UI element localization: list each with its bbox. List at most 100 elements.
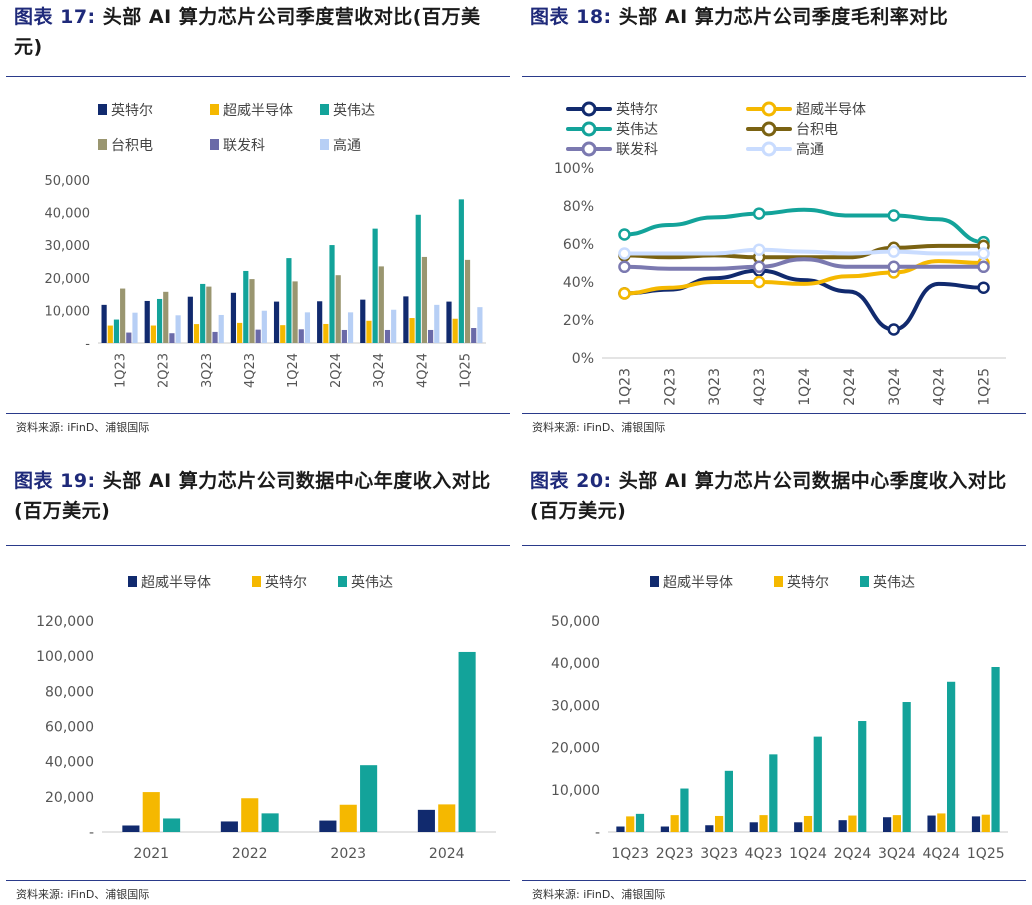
bar: [329, 245, 335, 343]
legend-swatch: [210, 139, 219, 150]
x-tick-label: 4Q24: [415, 353, 430, 388]
legend-marker: [581, 101, 597, 117]
bar: [378, 266, 384, 343]
bar: [163, 818, 181, 832]
footer-rule: [522, 880, 1026, 881]
legend-label: 英特尔: [616, 101, 658, 118]
panel-quarterly-revenue: 图表 17: 头部 AI 算力芯片公司季度营收对比(百万美元) 英特尔 超威半导体…: [0, 0, 516, 452]
data-point: [752, 243, 766, 256]
bar: [122, 825, 140, 832]
panel-dc-annual-revenue: 图表 19: 头部 AI 算力芯片公司数据中心年度收入对比(百万美元) 超威半导…: [0, 452, 516, 904]
data-point: [752, 260, 766, 274]
y-tick-label: 40,000: [45, 207, 91, 222]
data-point: [618, 260, 631, 274]
x-tick-label: 1Q23: [617, 368, 633, 406]
legend-label: 联发科: [616, 142, 658, 158]
legend-label: 台积电: [111, 138, 153, 154]
x-tick-label: 1Q23: [114, 353, 129, 388]
bar: [113, 319, 120, 343]
footer-rule: [6, 880, 510, 881]
legend-label: 超威半导体: [796, 102, 866, 118]
y-tick-label: 50,000: [551, 614, 600, 630]
bar: [156, 298, 163, 343]
legend-label: 高通: [333, 137, 361, 154]
x-tick-label: 3Q23: [700, 846, 738, 862]
bar: [144, 300, 150, 343]
y-tick-label: 60,000: [45, 720, 94, 736]
x-tick-label: 2Q24: [842, 368, 858, 406]
y-tick-label: -: [85, 337, 90, 352]
series-line: [622, 259, 986, 296]
y-tick-label: 20,000: [45, 790, 94, 806]
bar: [670, 815, 679, 832]
bar: [317, 301, 323, 343]
legend-label: 英伟达: [873, 574, 915, 591]
x-tick-label: 3Q24: [887, 368, 903, 406]
y-tick-label: 40,000: [45, 755, 94, 771]
chart-title: 图表 17: 头部 AI 算力芯片公司季度营收对比(百万美元): [14, 6, 481, 58]
bar: [335, 275, 341, 343]
panel-gross-margin: 图表 18: 头部 AI 算力芯片公司季度毛利率对比 英特尔 超威半导体 英伟达 台积…: [516, 0, 1032, 452]
bar: [660, 826, 669, 832]
x-tick-label: 2022: [232, 846, 268, 862]
chart-title: 图表 19: 头部 AI 算力芯片公司数据中心年度收入对比(百万美元): [14, 470, 491, 522]
x-tick-label: 1Q23: [611, 846, 649, 862]
bar: [339, 804, 357, 832]
source-note: 资料来源: iFinD、浦银国际: [16, 421, 150, 434]
bar: [292, 281, 298, 343]
y-tick-label: 80,000: [45, 684, 94, 700]
data-point: [977, 260, 990, 274]
legend-marker: [581, 141, 597, 157]
x-tick-label: 2Q23: [656, 846, 694, 862]
bar: [417, 809, 435, 832]
bar: [927, 815, 936, 832]
bar: [107, 325, 113, 343]
series-line: [622, 257, 986, 271]
x-tick-label: 4Q24: [932, 368, 948, 406]
data-point: [752, 275, 766, 289]
footer-rule: [522, 413, 1026, 414]
series-line: [622, 207, 986, 245]
bar: [249, 279, 255, 343]
legend-marker: [761, 121, 777, 137]
bar: [255, 329, 261, 343]
x-tick-label: 2023: [330, 846, 366, 862]
bar: [237, 322, 243, 343]
source-note: 资料来源: iFinD、浦银国际: [532, 888, 666, 901]
x-tick-label: 3Q23: [707, 368, 723, 406]
legend-label: 英伟达: [351, 574, 393, 591]
x-tick-label: 1Q24: [797, 368, 813, 406]
bar: [883, 817, 892, 832]
legend-label: 英特尔: [787, 574, 829, 591]
legend-label: 超威半导体: [663, 575, 733, 591]
bar: [626, 816, 635, 832]
bar: [142, 792, 160, 832]
bar: [187, 296, 193, 343]
bar: [220, 821, 238, 832]
legend-marker: [761, 141, 777, 157]
panel-dc-quarterly-revenue: 图表 20: 头部 AI 算力芯片公司数据中心季度收入对比(百万美元) 超威半导…: [516, 452, 1032, 904]
bar: [360, 765, 378, 832]
legend-label: 超威半导体: [141, 575, 211, 591]
source-note: 资料来源: iFinD、浦银国际: [532, 421, 666, 434]
x-tick-label: 2Q23: [662, 368, 678, 406]
title-rule: [522, 76, 1026, 77]
bar: [120, 288, 126, 343]
bar: [749, 822, 758, 832]
x-tick-label: 2Q23: [157, 353, 172, 388]
bar: [261, 813, 279, 832]
bar: [206, 286, 212, 343]
legend-label: 英伟达: [616, 121, 658, 138]
chart-title: 图表 18: 头部 AI 算力芯片公司季度毛利率对比: [530, 6, 949, 28]
bar: [212, 331, 218, 343]
title-rule: [6, 76, 510, 77]
bar: [415, 214, 421, 343]
bar: [273, 301, 280, 343]
bar: [403, 296, 409, 343]
bar: [169, 333, 175, 343]
x-tick-label: 4Q23: [752, 368, 768, 406]
bar: [391, 309, 397, 343]
y-tick-label: 10,000: [551, 783, 600, 799]
x-tick-label: 4Q23: [243, 353, 258, 388]
